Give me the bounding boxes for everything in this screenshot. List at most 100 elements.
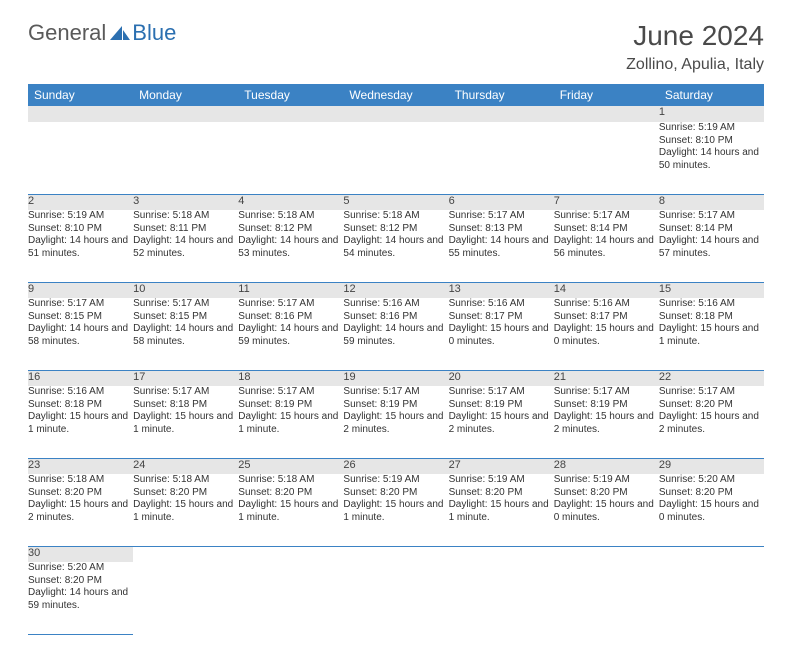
daylight-text: Daylight: 14 hours and 59 minutes.	[28, 587, 133, 612]
day-number-cell: 7	[554, 194, 659, 210]
sunrise-text: Sunrise: 5:16 AM	[659, 298, 764, 311]
day-number-cell	[28, 106, 133, 122]
weekday-header: Thursday	[449, 84, 554, 106]
day-number-cell: 9	[28, 282, 133, 298]
day-content-cell	[449, 122, 554, 194]
daylight-text: Daylight: 14 hours and 53 minutes.	[238, 235, 343, 260]
sunset-text: Sunset: 8:14 PM	[554, 223, 659, 236]
day-content-cell	[659, 562, 764, 634]
sunrise-text: Sunrise: 5:18 AM	[238, 474, 343, 487]
day-number-cell	[238, 546, 343, 562]
daylight-text: Daylight: 14 hours and 58 minutes.	[133, 323, 238, 348]
weekday-header: Friday	[554, 84, 659, 106]
sunrise-text: Sunrise: 5:17 AM	[238, 386, 343, 399]
day-number-cell: 19	[343, 370, 448, 386]
sunrise-text: Sunrise: 5:18 AM	[133, 474, 238, 487]
day-content-cell	[28, 122, 133, 194]
sunset-text: Sunset: 8:13 PM	[449, 223, 554, 236]
sunset-text: Sunset: 8:18 PM	[28, 399, 133, 412]
day-number-cell: 3	[133, 194, 238, 210]
day-content-cell: Sunrise: 5:20 AMSunset: 8:20 PMDaylight:…	[659, 474, 764, 546]
day-number-row: 16171819202122	[28, 370, 764, 386]
weekday-header: Saturday	[659, 84, 764, 106]
sunrise-text: Sunrise: 5:17 AM	[449, 210, 554, 223]
daylight-text: Daylight: 15 hours and 2 minutes.	[554, 411, 659, 436]
sunset-text: Sunset: 8:10 PM	[28, 223, 133, 236]
day-number-cell: 28	[554, 458, 659, 474]
daylight-text: Daylight: 15 hours and 1 minute.	[238, 411, 343, 436]
day-content-cell: Sunrise: 5:16 AMSunset: 8:17 PMDaylight:…	[449, 298, 554, 370]
day-content-cell	[343, 562, 448, 634]
daylight-text: Daylight: 14 hours and 52 minutes.	[133, 235, 238, 260]
sunset-text: Sunset: 8:19 PM	[449, 399, 554, 412]
day-number-row: 2345678	[28, 194, 764, 210]
sunset-text: Sunset: 8:19 PM	[343, 399, 448, 412]
day-number-cell: 5	[343, 194, 448, 210]
daylight-text: Daylight: 15 hours and 1 minute.	[449, 499, 554, 524]
sunrise-text: Sunrise: 5:16 AM	[343, 298, 448, 311]
logo: General Blue	[28, 20, 176, 46]
sunrise-text: Sunrise: 5:19 AM	[554, 474, 659, 487]
sunset-text: Sunset: 8:11 PM	[133, 223, 238, 236]
weekday-header: Tuesday	[238, 84, 343, 106]
day-content-cell: Sunrise: 5:18 AMSunset: 8:11 PMDaylight:…	[133, 210, 238, 282]
daylight-text: Daylight: 15 hours and 2 minutes.	[28, 499, 133, 524]
day-number-row: 30	[28, 546, 764, 562]
daylight-text: Daylight: 15 hours and 0 minutes.	[449, 323, 554, 348]
daylight-text: Daylight: 15 hours and 1 minute.	[238, 499, 343, 524]
day-content-cell: Sunrise: 5:16 AMSunset: 8:17 PMDaylight:…	[554, 298, 659, 370]
day-number-cell: 17	[133, 370, 238, 386]
sunset-text: Sunset: 8:10 PM	[659, 135, 764, 148]
day-content-cell: Sunrise: 5:19 AMSunset: 8:20 PMDaylight:…	[554, 474, 659, 546]
daylight-text: Daylight: 15 hours and 0 minutes.	[659, 499, 764, 524]
day-content-cell: Sunrise: 5:17 AMSunset: 8:19 PMDaylight:…	[238, 386, 343, 458]
day-number-cell	[343, 546, 448, 562]
day-content-cell: Sunrise: 5:16 AMSunset: 8:18 PMDaylight:…	[659, 298, 764, 370]
day-content-cell: Sunrise: 5:17 AMSunset: 8:18 PMDaylight:…	[133, 386, 238, 458]
daylight-text: Daylight: 14 hours and 58 minutes.	[28, 323, 133, 348]
sunset-text: Sunset: 8:20 PM	[659, 487, 764, 500]
sunset-text: Sunset: 8:17 PM	[554, 311, 659, 324]
day-number-cell	[554, 546, 659, 562]
logo-text-general: General	[28, 20, 106, 46]
day-content-cell	[238, 122, 343, 194]
day-number-cell: 10	[133, 282, 238, 298]
day-number-cell: 16	[28, 370, 133, 386]
day-content-cell: Sunrise: 5:18 AMSunset: 8:20 PMDaylight:…	[133, 474, 238, 546]
sunset-text: Sunset: 8:12 PM	[343, 223, 448, 236]
day-number-cell: 21	[554, 370, 659, 386]
day-number-cell: 15	[659, 282, 764, 298]
day-number-cell: 23	[28, 458, 133, 474]
sunset-text: Sunset: 8:20 PM	[554, 487, 659, 500]
sunset-text: Sunset: 8:19 PM	[554, 399, 659, 412]
day-number-cell	[659, 546, 764, 562]
day-number-cell: 13	[449, 282, 554, 298]
day-number-cell: 12	[343, 282, 448, 298]
day-content-cell	[343, 122, 448, 194]
day-number-cell: 18	[238, 370, 343, 386]
day-content-cell: Sunrise: 5:17 AMSunset: 8:20 PMDaylight:…	[659, 386, 764, 458]
day-content-cell: Sunrise: 5:17 AMSunset: 8:15 PMDaylight:…	[133, 298, 238, 370]
day-content-cell: Sunrise: 5:18 AMSunset: 8:20 PMDaylight:…	[28, 474, 133, 546]
day-content-row: Sunrise: 5:17 AMSunset: 8:15 PMDaylight:…	[28, 298, 764, 370]
day-number-cell: 30	[28, 546, 133, 562]
day-number-cell	[133, 546, 238, 562]
month-title: June 2024	[626, 20, 764, 52]
day-number-cell	[449, 546, 554, 562]
day-content-row: Sunrise: 5:20 AMSunset: 8:20 PMDaylight:…	[28, 562, 764, 634]
sunset-text: Sunset: 8:20 PM	[238, 487, 343, 500]
daylight-text: Daylight: 15 hours and 1 minute.	[659, 323, 764, 348]
day-content-cell: Sunrise: 5:17 AMSunset: 8:16 PMDaylight:…	[238, 298, 343, 370]
daylight-text: Daylight: 14 hours and 56 minutes.	[554, 235, 659, 260]
daylight-text: Daylight: 15 hours and 2 minutes.	[449, 411, 554, 436]
daylight-text: Daylight: 15 hours and 1 minute.	[343, 499, 448, 524]
day-number-cell: 27	[449, 458, 554, 474]
daylight-text: Daylight: 15 hours and 2 minutes.	[343, 411, 448, 436]
day-content-cell: Sunrise: 5:18 AMSunset: 8:20 PMDaylight:…	[238, 474, 343, 546]
day-number-cell	[449, 106, 554, 122]
day-content-cell	[238, 562, 343, 634]
day-content-row: Sunrise: 5:19 AMSunset: 8:10 PMDaylight:…	[28, 210, 764, 282]
sunrise-text: Sunrise: 5:17 AM	[554, 210, 659, 223]
day-content-cell	[554, 562, 659, 634]
sunset-text: Sunset: 8:16 PM	[238, 311, 343, 324]
